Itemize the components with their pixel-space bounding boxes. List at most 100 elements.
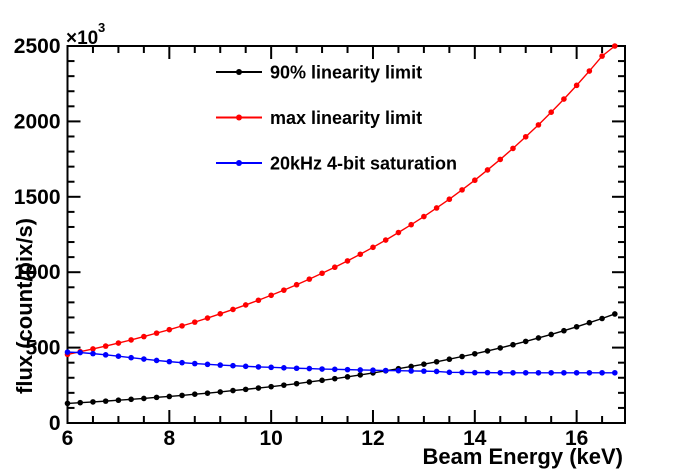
series-marker-2 <box>128 354 134 361</box>
legend-marker <box>236 69 242 75</box>
series-marker-0 <box>599 315 605 322</box>
series-marker-0 <box>242 386 249 393</box>
series-marker-1 <box>128 337 134 343</box>
series-marker-1 <box>472 177 478 184</box>
series-marker-1 <box>191 319 198 325</box>
series-marker-0 <box>179 392 185 399</box>
series-marker-2 <box>548 369 554 376</box>
series-marker-0 <box>141 395 147 402</box>
series-marker-2 <box>395 367 402 374</box>
plot-frame <box>66 45 626 424</box>
series-marker-0 <box>408 363 414 370</box>
series-marker-2 <box>612 369 618 376</box>
series-marker-1 <box>599 53 605 59</box>
series-marker-2 <box>522 369 529 376</box>
y-tick-label: 1000 <box>14 261 61 284</box>
series-marker-1 <box>586 68 593 74</box>
series-marker-2 <box>230 362 236 369</box>
series-marker-2 <box>115 353 122 359</box>
y-tick-label: 0 <box>49 412 61 435</box>
series-marker-1 <box>306 276 313 282</box>
series-marker-0 <box>331 375 338 382</box>
series-marker-2 <box>64 349 71 355</box>
series-marker-2 <box>561 369 567 376</box>
series-marker-1 <box>268 292 274 299</box>
series-marker-1 <box>179 323 185 329</box>
series-marker-2 <box>281 365 287 371</box>
series-marker-0 <box>484 348 491 354</box>
series-marker-1 <box>344 258 351 264</box>
series-marker-2 <box>535 369 542 376</box>
series-marker-2 <box>141 356 147 362</box>
series-marker-2 <box>268 364 274 371</box>
series-marker-0 <box>548 331 554 338</box>
series-marker-0 <box>77 399 84 406</box>
series-marker-2 <box>573 369 580 376</box>
series-marker-0 <box>204 390 211 396</box>
series-marker-1 <box>90 346 96 352</box>
series-marker-1 <box>395 229 402 236</box>
series-marker-0 <box>217 389 224 395</box>
series-line-2 <box>67 351 615 374</box>
series-marker-2 <box>331 366 338 373</box>
y-axis-multiplier-exponent: 3 <box>98 20 105 35</box>
series-marker-1 <box>293 281 300 288</box>
series-marker-2 <box>344 366 351 373</box>
y-tick-label: 2000 <box>14 110 61 133</box>
series-marker-2 <box>319 366 325 372</box>
series-line-0 <box>67 313 616 405</box>
y-axis-title: flux (count/pix/s) <box>12 218 37 394</box>
series-marker-1 <box>242 302 249 308</box>
series-marker-0 <box>293 380 300 387</box>
series-marker-2 <box>153 357 160 364</box>
series-marker-2 <box>599 369 605 376</box>
series-marker-1 <box>421 213 427 220</box>
series-marker-2 <box>357 367 364 373</box>
series-marker-1 <box>408 221 414 228</box>
series-marker-1 <box>281 287 287 293</box>
x-tick-label: 6 <box>62 427 74 450</box>
series-marker-0 <box>115 397 122 404</box>
series-marker-0 <box>522 338 529 345</box>
series-marker-2 <box>446 369 453 376</box>
y-tick-label: 2500 <box>14 35 61 58</box>
series-marker-0 <box>561 327 567 334</box>
series-marker-2 <box>90 350 96 357</box>
series-marker-2 <box>472 369 478 376</box>
series-marker-1 <box>319 270 325 277</box>
series-marker-1 <box>230 306 236 313</box>
series-marker-2 <box>433 368 440 375</box>
series-marker-0 <box>268 383 274 390</box>
series-marker-1 <box>510 145 516 152</box>
series-marker-1 <box>484 167 491 173</box>
series-marker-1 <box>331 264 338 271</box>
series-marker-0 <box>166 393 173 400</box>
series-marker-0 <box>102 398 109 404</box>
series-marker-0 <box>433 358 440 365</box>
series-marker-2 <box>102 352 109 358</box>
series-marker-0 <box>255 385 262 391</box>
series-marker-2 <box>191 360 198 367</box>
series-marker-0 <box>306 379 313 385</box>
plot-area: 6 8 10 12 14 16 0 500 1000 1500 2000 2500 90% linear… <box>14 35 626 450</box>
series-marker-2 <box>484 369 491 376</box>
series-marker-2 <box>382 367 389 374</box>
series-marker-0 <box>344 374 351 380</box>
series-marker-0 <box>573 323 580 330</box>
x-axis-title: Beam Energy (keV) <box>422 444 623 469</box>
series-line-1 <box>67 45 616 356</box>
series-marker-0 <box>586 319 593 326</box>
series-marker-0 <box>535 335 542 341</box>
series-marker-2 <box>370 367 376 374</box>
series-marker-1 <box>217 311 224 317</box>
series-marker-0 <box>421 361 427 367</box>
legend-label: max linearity limit <box>270 108 422 128</box>
x-tick-label: 14 <box>463 427 487 450</box>
series-marker-1 <box>433 205 440 211</box>
legend-label: 20kHz 4-bit saturation <box>270 154 457 174</box>
series-marker-1 <box>612 43 618 49</box>
series-marker-1 <box>141 333 147 340</box>
series-marker-0 <box>510 341 516 348</box>
